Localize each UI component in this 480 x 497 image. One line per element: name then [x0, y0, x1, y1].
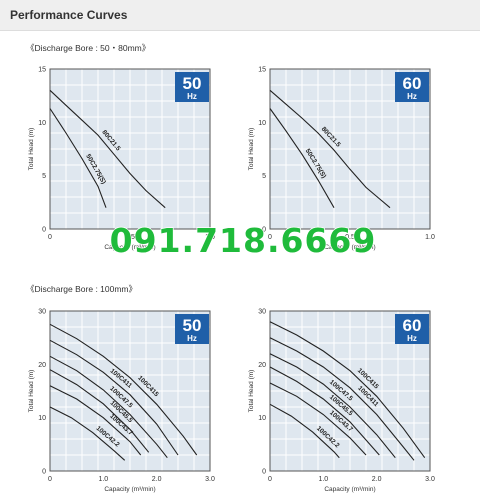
frequency-badge-unit: Hz [407, 92, 417, 101]
x-axis-label: Capacity (m³/min) [104, 244, 155, 251]
x-tick-label: 3.0 [205, 476, 215, 483]
y-tick-label: 0 [42, 227, 46, 234]
frequency-badge-unit: Hz [187, 334, 197, 343]
section-label-100mm: 《Discharge Bore : 100mm》 [26, 284, 138, 294]
x-tick-label: 2.0 [372, 476, 382, 483]
y-axis-label: Total Head (m) [248, 370, 255, 413]
series-line-100C411 [269, 337, 415, 461]
y-tick-label: 0 [262, 227, 266, 234]
x-tick-label: 3.0 [425, 476, 435, 483]
plot-frame [269, 310, 431, 472]
y-tick-label: 20 [258, 362, 266, 369]
x-tick-label: 0 [268, 234, 272, 241]
y-tick-label: 15 [258, 67, 266, 74]
series-line-100C47.5 [49, 355, 168, 459]
chart-60hz-100mm: 0 1.0 2.0 3.0 0 10 20 30 Capacity (m³/min) Total … [248, 309, 435, 494]
x-tick-label: 0.5 [345, 234, 355, 241]
series-line-50C2.75(S) [269, 108, 335, 208]
series-line-100C47.5 [269, 353, 396, 459]
frequency-badge [395, 72, 429, 102]
x-axis-label: Capacity (m³/min) [324, 486, 375, 493]
chart-60hz-50-80mm: 0 0.5 1.0 0 5 10 15 Capacity (m³/min) Total Head… [248, 67, 435, 252]
plot-frame [49, 68, 211, 230]
x-tick-label: 0 [268, 476, 272, 483]
frequency-badge-value: 50 [183, 74, 202, 93]
frequency-badge-unit: Hz [407, 334, 417, 343]
y-axis-label: Total Head (m) [248, 128, 255, 171]
header-bar: Performance Curves [0, 0, 480, 31]
series-line-80C21.5 [49, 89, 166, 209]
y-tick-label: 15 [38, 67, 46, 74]
plot-frame [269, 68, 431, 230]
series-line-100C43.7 [269, 382, 367, 456]
y-tick-label: 10 [258, 415, 266, 422]
series-line-100C415 [49, 323, 198, 456]
x-tick-label: 1.0 [98, 476, 108, 483]
y-tick-label: 5 [262, 173, 266, 180]
y-tick-label: 5 [42, 173, 46, 180]
y-tick-label: 0 [262, 469, 266, 476]
y-axis-label: Total Head (m) [28, 128, 35, 171]
x-tick-label: 0 [48, 476, 52, 483]
y-tick-label: 10 [38, 120, 46, 127]
x-axis-label: Capacity (m³/min) [104, 486, 155, 493]
series-line-100C43.7 [49, 385, 142, 456]
series-line-100C42.2 [269, 403, 340, 459]
x-tick-label: 0 [48, 234, 52, 241]
x-tick-label: 1.0 [205, 234, 215, 241]
x-tick-label: 2.0 [152, 476, 162, 483]
frequency-badge-unit: Hz [187, 92, 197, 101]
y-tick-label: 10 [38, 415, 46, 422]
y-tick-label: 20 [38, 362, 46, 369]
frequency-badge [175, 314, 209, 344]
frequency-badge-value: 60 [403, 316, 422, 335]
chart-50hz-100mm: 0 1.0 2.0 3.0 0 10 20 30 Capacity (m³/min) Total … [28, 309, 215, 494]
frequency-badge-value: 50 [183, 316, 202, 335]
series-line-80C21.5 [269, 89, 391, 209]
series-line-50C2.75(S) [49, 108, 107, 208]
x-tick-label: 1.0 [318, 476, 328, 483]
plot-frame [49, 310, 211, 472]
series-line-100C42.2 [49, 406, 126, 461]
y-tick-label: 30 [38, 309, 46, 316]
x-tick-label: 1.0 [425, 234, 435, 241]
page-title: Performance Curves [10, 8, 128, 22]
series-line-100C411 [49, 339, 179, 456]
section-label-50-80mm: 《Discharge Bore : 50・80mm》 [26, 43, 151, 53]
series-line-100C45.5 [49, 369, 150, 453]
x-tick-label: 0.5 [125, 234, 135, 241]
y-tick-label: 10 [258, 120, 266, 127]
frequency-badge [395, 314, 429, 344]
series-line-100C45.5 [269, 366, 380, 456]
x-axis-label: Capacity (m³/min) [324, 244, 375, 251]
y-tick-label: 30 [258, 309, 266, 316]
series-line-100C415 [269, 321, 426, 459]
y-axis-label: Total Head (m) [28, 370, 35, 413]
frequency-badge [175, 72, 209, 102]
watermark-phone-number: 091.718.6669 [109, 220, 377, 261]
chart-50hz-50-80mm: 0 0.5 1.0 0 5 10 15 Capacity (m³/min) Total Head… [28, 67, 215, 252]
y-tick-label: 0 [42, 469, 46, 476]
frequency-badge-value: 60 [403, 74, 422, 93]
